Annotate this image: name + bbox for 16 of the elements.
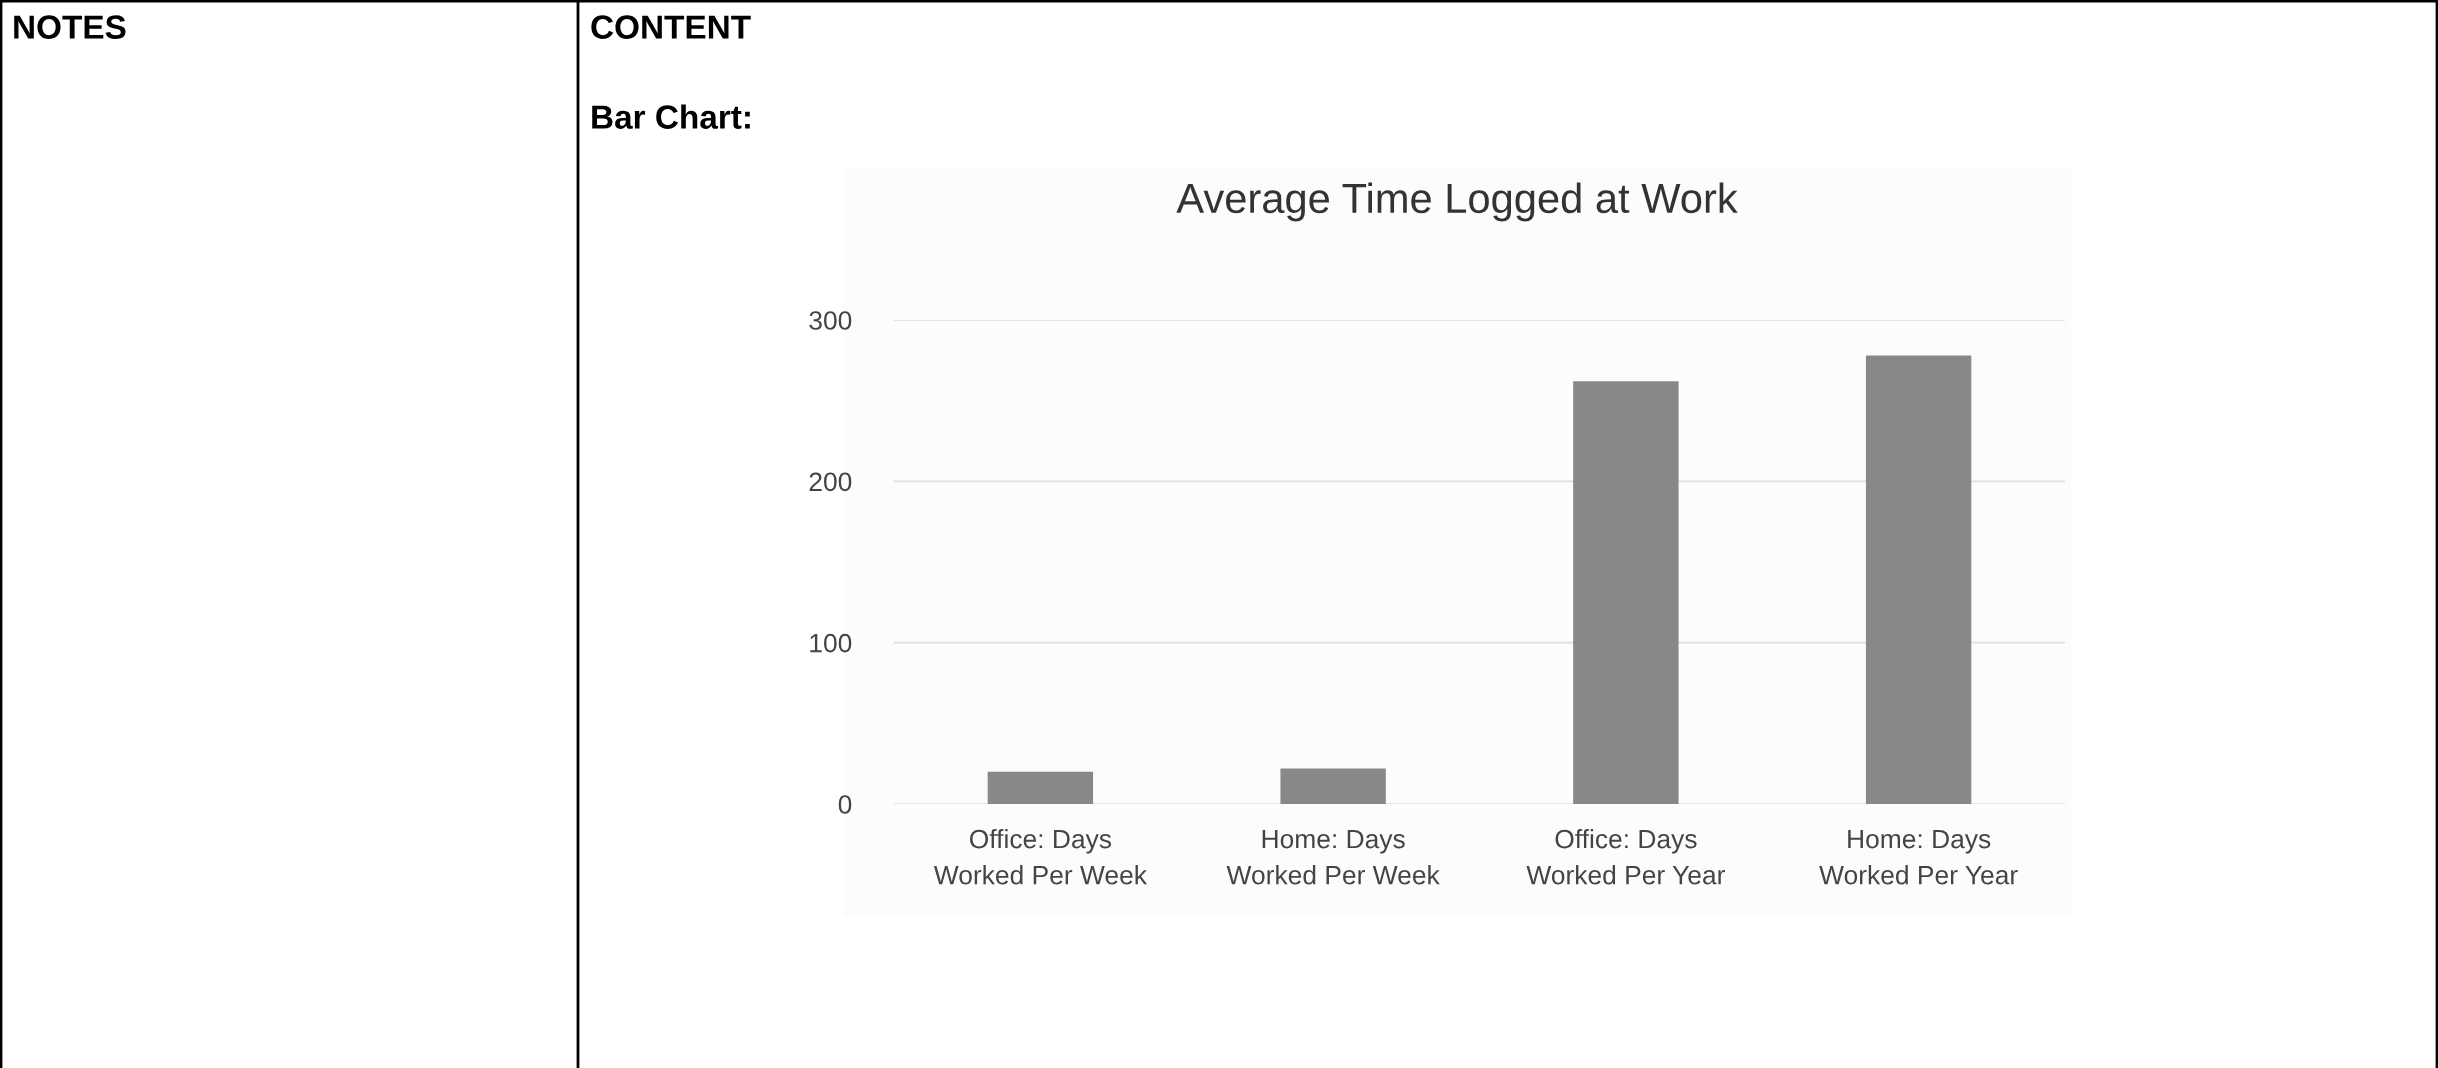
x-tick-label: Home: Days Worked Per Week (1226, 829, 1440, 885)
chart-title: Average Time Logged at Work (1176, 182, 1738, 222)
x-tick-label: Home: Days Worked Per Year (1819, 829, 2018, 885)
y-tick-label: 200 (809, 472, 852, 492)
text: NOTES (14, 15, 126, 39)
bar (1280, 768, 1386, 804)
x-tick-label: Office: Days Worked Per Week (933, 829, 1147, 885)
bar (987, 771, 1094, 804)
x-tick-label: Office: Days Worked Per Year (1526, 829, 1725, 885)
text: CONTENT (591, 15, 751, 39)
y-tick-label: 300 (809, 311, 852, 330)
text: Bar Chart: (592, 104, 750, 129)
y-tick-label: 100 (810, 633, 852, 653)
bar (1573, 381, 1679, 804)
bar (1865, 355, 1972, 804)
y-tick-label: 0 (838, 795, 852, 814)
